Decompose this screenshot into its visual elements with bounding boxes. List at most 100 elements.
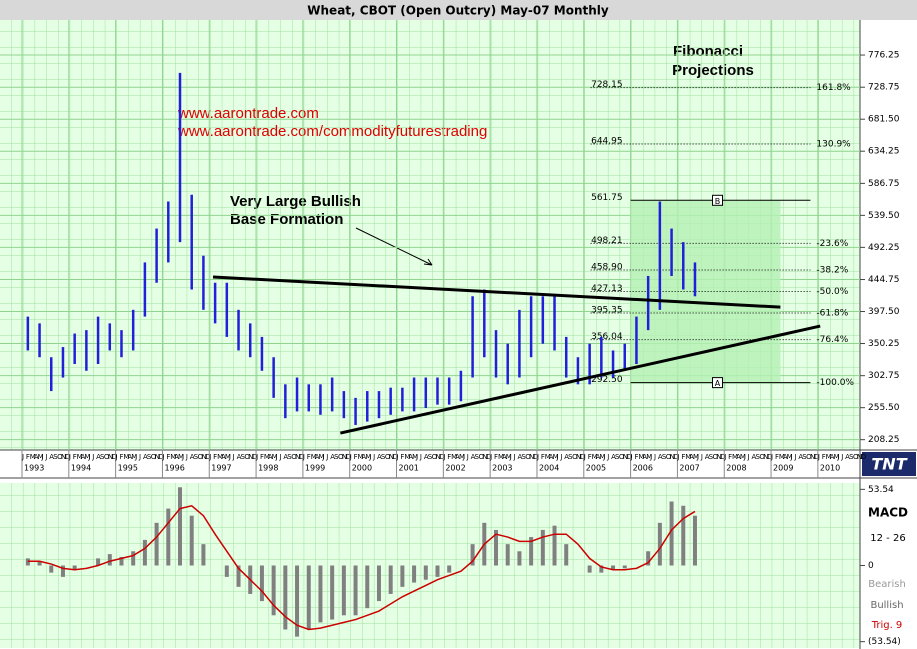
month-label: A: [34, 453, 39, 461]
month-label: M: [77, 453, 83, 461]
month-label: N: [248, 453, 253, 461]
month-label: F: [775, 453, 779, 461]
month-label: F: [26, 453, 30, 461]
month-label: A: [143, 453, 148, 461]
month-label: O: [338, 453, 344, 461]
macd-bar: [142, 539, 147, 566]
month-label: F: [635, 453, 639, 461]
x-tick-label: 2001: [399, 464, 419, 473]
month-label: M: [178, 453, 184, 461]
month-label: D: [674, 453, 679, 461]
x-tick-label: 2009: [773, 464, 793, 473]
month-label: J: [817, 453, 820, 461]
fib-pct-label: -23.6%: [816, 239, 848, 249]
month-label: J: [134, 453, 137, 461]
month-label: O: [572, 453, 578, 461]
month-label: N: [763, 453, 768, 461]
macd-bar: [494, 529, 499, 566]
month-label: M: [506, 453, 512, 461]
month-label: J: [161, 453, 164, 461]
macd-bar: [271, 565, 276, 616]
month-label: N: [295, 453, 300, 461]
macd-bar: [646, 551, 651, 566]
macd-bar: [365, 565, 370, 609]
month-label: O: [713, 453, 719, 461]
y-tick-label: 397.50: [868, 307, 900, 317]
month-label: J: [372, 453, 375, 461]
month-label: J: [509, 453, 512, 461]
month-label: J: [649, 453, 652, 461]
month-label: F: [354, 453, 358, 461]
macd-bar: [201, 544, 206, 566]
month-label: D: [439, 453, 444, 461]
month-label: O: [57, 453, 63, 461]
month-label: J: [87, 453, 90, 461]
month-label: F: [73, 453, 77, 461]
month-label: S: [662, 453, 667, 461]
month-label: J: [419, 453, 422, 461]
month-label: D: [533, 453, 538, 461]
month-label: S: [849, 453, 854, 461]
month-label: O: [432, 453, 438, 461]
month-label: D: [627, 453, 632, 461]
month-label: J: [396, 453, 399, 461]
annotation: Very Large Bullish: [230, 193, 361, 210]
month-label: M: [38, 453, 44, 461]
macd-bar: [692, 515, 697, 566]
month-label: J: [840, 453, 843, 461]
month-label: A: [502, 453, 507, 461]
month-label: O: [104, 453, 110, 461]
macd-bar: [107, 554, 112, 566]
month-label: N: [61, 453, 66, 461]
month-label: J: [489, 453, 492, 461]
month-label: M: [599, 453, 605, 461]
fib-pct-label: -61.8%: [816, 308, 848, 318]
month-label: J: [68, 453, 71, 461]
fib-box: [712, 377, 724, 389]
macd-bar: [412, 565, 417, 583]
month-label: M: [365, 453, 371, 461]
y-tick-label: 0: [868, 561, 874, 571]
macd-bar: [178, 487, 183, 566]
fib-value-label: 292.50: [591, 375, 623, 385]
x-tick-label: 1993: [24, 464, 44, 473]
month-label: A: [330, 453, 335, 461]
month-label: A: [658, 453, 663, 461]
fib-pct-label: -76.4%: [816, 335, 848, 345]
x-axis-strip: [0, 450, 860, 478]
month-label: J: [275, 453, 278, 461]
month-label: M: [451, 453, 457, 461]
month-label: S: [568, 453, 573, 461]
month-label: S: [194, 453, 199, 461]
legend-bearish: Bearish: [868, 579, 906, 590]
month-label: N: [529, 453, 534, 461]
month-label: J: [676, 453, 679, 461]
fib-value-label: 427.13: [591, 284, 623, 294]
month-label: A: [564, 453, 569, 461]
month-label: J: [21, 453, 24, 461]
month-label: A: [471, 453, 476, 461]
month-label: A: [830, 453, 835, 461]
fib-value-label: 498.21: [591, 236, 623, 246]
month-label: J: [747, 453, 750, 461]
month-label: N: [810, 453, 815, 461]
month-label: J: [278, 453, 281, 461]
month-label: A: [424, 453, 429, 461]
macd-bar: [224, 565, 229, 577]
month-label: M: [833, 453, 839, 461]
macd-bar: [564, 544, 569, 566]
y-tick-label: 728.75: [868, 83, 900, 93]
month-label: J: [442, 453, 445, 461]
month-label: S: [334, 453, 339, 461]
month-label: D: [112, 453, 117, 461]
month-label: J: [559, 453, 562, 461]
month-label: J: [555, 453, 558, 461]
month-label: S: [147, 453, 152, 461]
y-tick-label: 586.75: [868, 179, 900, 189]
annotation: Fibonacci: [673, 43, 743, 60]
legend-bullish: Bullish: [870, 600, 903, 611]
month-label: D: [486, 453, 491, 461]
month-label: A: [408, 453, 413, 461]
month-label: A: [845, 453, 850, 461]
month-label: S: [802, 453, 807, 461]
